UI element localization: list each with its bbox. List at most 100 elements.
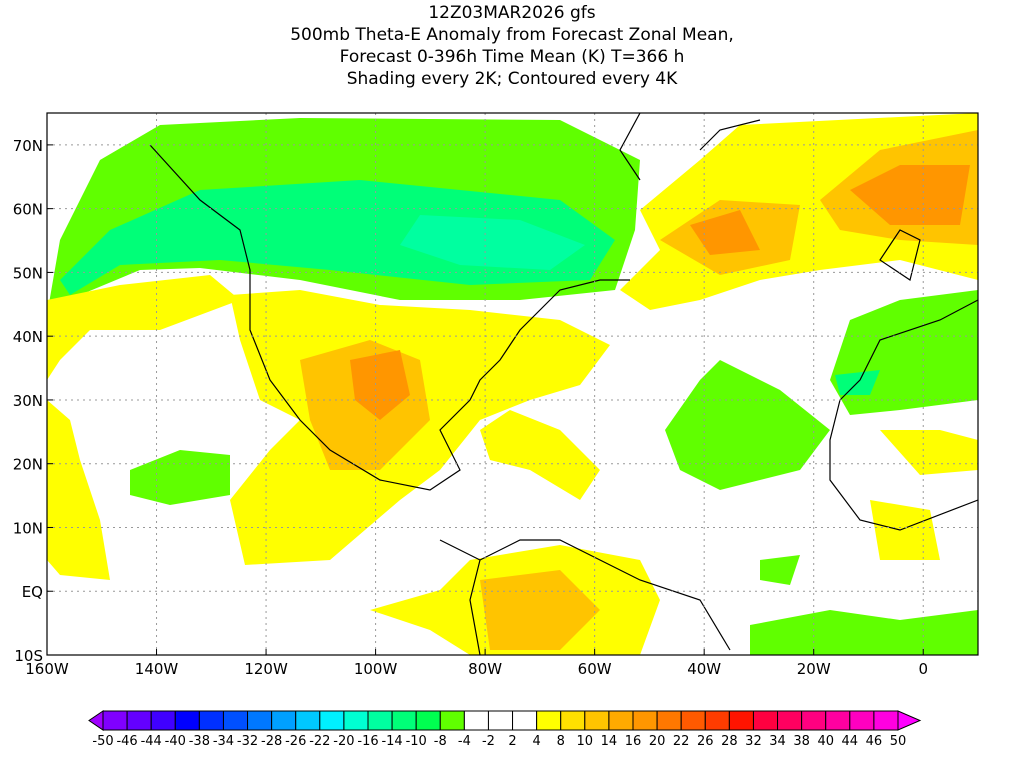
colorbar-box xyxy=(247,710,273,731)
y-tick-label: 50N xyxy=(13,264,43,282)
colorbar-box xyxy=(825,710,851,731)
colorbar-box xyxy=(126,710,152,731)
colorbar-box xyxy=(656,710,682,731)
colorbar-box xyxy=(439,710,465,731)
colorbar-box xyxy=(271,710,297,731)
colorbar-box xyxy=(632,710,658,731)
colorbar-label: -50 xyxy=(92,734,113,749)
colorbar-label: 32 xyxy=(745,734,762,749)
colorbar-over-arrow xyxy=(897,710,922,731)
colorbar-label: -4 xyxy=(458,734,471,749)
colorbar-label: 46 xyxy=(866,734,883,749)
colorbar-label: 14 xyxy=(601,734,618,749)
chart-title: 12Z03MAR2026 gfs 500mb Theta-E Anomaly f… xyxy=(0,2,1024,90)
y-tick-label: 10S xyxy=(14,647,43,665)
colorbar: -50 -46 -44 -40 -38 -34 -32 -28 -26 -22 -20 -16 -14-… xyxy=(88,710,922,749)
colorbar-box xyxy=(777,710,803,731)
shade-south-america-orange xyxy=(480,570,600,650)
shade-canada-core2 xyxy=(400,215,585,270)
colorbar-label: -28 xyxy=(261,734,282,749)
colorbar-label: 40 xyxy=(817,734,834,749)
colorbar-label: 8 xyxy=(557,734,565,749)
colorbar-label: -22 xyxy=(309,734,330,749)
colorbar-label: -44 xyxy=(141,734,162,749)
x-axis: 160W 140W 120W 100W 80W 60W 40W 20W 0 xyxy=(25,649,928,678)
shade-central-atlantic-negative xyxy=(665,360,830,490)
colorbar-box xyxy=(150,710,176,731)
shading-layer xyxy=(47,113,978,655)
colorbar-label: 4 xyxy=(532,734,540,749)
colorbar-label: 34 xyxy=(769,734,786,749)
colorbar-label: 28 xyxy=(721,734,738,749)
title-line-2: 500mb Theta-E Anomaly from Forecast Zona… xyxy=(290,25,734,45)
shade-europe-orange xyxy=(690,165,970,255)
y-axis: 70N 60N 50N 40N 30N 20N 10N EQ 10S xyxy=(13,137,53,665)
colorbar-label: 26 xyxy=(697,734,714,749)
colorbar-under-arrow xyxy=(88,710,104,731)
coastlines xyxy=(149,113,978,655)
colorbar-label: -16 xyxy=(357,734,378,749)
colorbar-box xyxy=(560,710,586,731)
title-line-1: 12Z03MAR2026 gfs xyxy=(428,3,596,23)
colorbar-label: 16 xyxy=(625,734,642,749)
colorbar-box xyxy=(608,710,634,731)
colorbar-box xyxy=(487,710,514,731)
x-tick-label: 20W xyxy=(797,660,831,678)
colorbar-label: 20 xyxy=(649,734,666,749)
colorbar-label: -32 xyxy=(237,734,258,749)
colorbar-label: -46 xyxy=(116,734,137,749)
colorbar-box xyxy=(873,710,899,731)
x-tick-label: 160W xyxy=(25,660,69,678)
colorbar-box xyxy=(463,710,489,731)
colorbar-label: 22 xyxy=(673,734,690,749)
x-tick-label: 140W xyxy=(135,660,179,678)
colorbar-box xyxy=(198,710,224,731)
x-tick-label: 100W xyxy=(354,660,398,678)
colorbar-label: -26 xyxy=(285,734,306,749)
y-tick-label: 70N xyxy=(13,137,43,155)
colorbar-box xyxy=(512,710,538,731)
colorbar-box xyxy=(367,710,393,731)
colorbar-box xyxy=(391,710,417,731)
x-tick-label: 40W xyxy=(687,660,721,678)
colorbar-label: 44 xyxy=(842,734,859,749)
y-tick-label: 40N xyxy=(13,328,43,346)
y-tick-label: 10N xyxy=(13,519,43,537)
colorbar-box xyxy=(584,710,610,731)
colorbar-label: -14 xyxy=(381,734,402,749)
colorbar-box xyxy=(319,710,345,731)
colorbar-box xyxy=(295,710,321,731)
x-tick-label: 0 xyxy=(918,660,928,678)
shade-south-atlantic-negative xyxy=(750,555,978,655)
colorbar-label: 10 xyxy=(577,734,594,749)
colorbar-label: -10 xyxy=(406,734,427,749)
x-tick-label: 60W xyxy=(578,660,612,678)
colorbar-label: -8 xyxy=(434,734,447,749)
shade-texas-core xyxy=(350,350,410,420)
y-tick-label: EQ xyxy=(22,583,43,601)
colorbar-box xyxy=(704,710,730,731)
colorbar-box xyxy=(174,710,200,731)
colorbar-label: 38 xyxy=(793,734,810,749)
colorbar-box xyxy=(728,710,754,731)
title-line-4: Shading every 2K; Contoured every 4K xyxy=(346,69,678,89)
colorbar-box xyxy=(222,710,249,731)
colorbar-label: -20 xyxy=(333,734,354,749)
title-line-3: Forecast 0-396h Time Mean (K) T=366 h xyxy=(339,47,685,67)
colorbar-box xyxy=(343,710,369,731)
colorbar-label: -38 xyxy=(189,734,210,749)
shade-africa-positive xyxy=(870,430,978,560)
colorbar-box xyxy=(680,710,706,731)
y-tick-label: 60N xyxy=(13,201,43,219)
colorbar-label: 50 xyxy=(890,734,907,749)
x-tick-label: 120W xyxy=(244,660,288,678)
plot-frame xyxy=(46,112,979,656)
colorbar-box xyxy=(752,710,779,731)
x-tick-label: 80W xyxy=(468,660,502,678)
colorbar-box xyxy=(102,710,128,731)
shade-caribbean-positive xyxy=(480,410,600,500)
colorbar-label: 2 xyxy=(508,734,516,749)
colorbar-label: -34 xyxy=(213,734,234,749)
y-tick-label: 20N xyxy=(13,456,43,474)
